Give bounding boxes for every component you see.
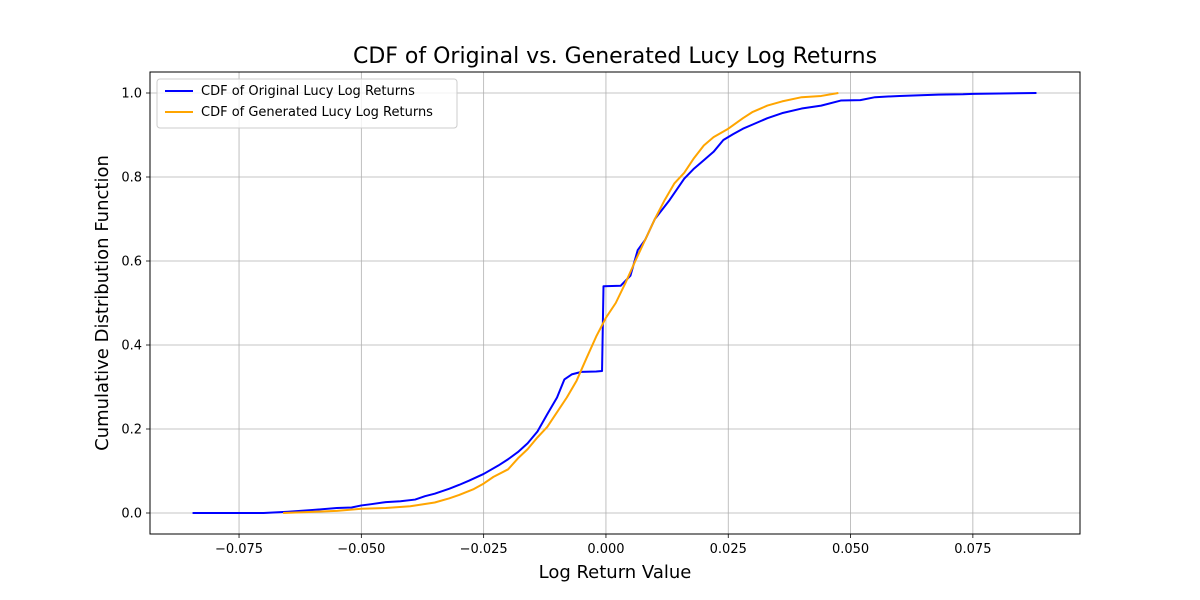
x-tick-label: 0.050 [832,542,869,557]
y-tick-label: 0.0 [121,507,142,522]
legend-label-generated: CDF of Generated Lucy Log Returns [201,105,433,120]
y-tick-label: 0.4 [121,339,142,354]
x-tick-label: 0.025 [710,542,747,557]
series-layer [192,92,1037,514]
series-line-generated [283,92,839,514]
legend-box [156,78,458,129]
y-tick-label: 0.6 [121,255,142,270]
x-axis-label: Log Return Value [539,562,692,583]
chart-title: CDF of Original vs. Generated Lucy Log R… [353,44,877,69]
series-line-original [192,92,1037,514]
y-tick-label: 0.2 [121,423,142,438]
y-axis-label: Cumulative Distribution Function [92,155,113,451]
x-tick-label: −0.075 [215,542,263,557]
x-tick-label: 0.075 [954,542,991,557]
legend: CDF of Original Lucy Log Returns CDF of … [156,78,458,129]
y-tick-label: 0.8 [121,171,142,186]
x-tick-label: −0.050 [337,542,385,557]
x-tick-label: 0.000 [587,542,624,557]
y-tick-label: 1.0 [121,87,142,102]
x-tick-label: −0.025 [460,542,508,557]
legend-label-original: CDF of Original Lucy Log Returns [201,84,415,99]
plot-frame [149,71,1081,535]
axis-ticks: −0.075 −0.050 −0.025 0.000 0.025 0.050 0.075 0.… [121,87,991,558]
